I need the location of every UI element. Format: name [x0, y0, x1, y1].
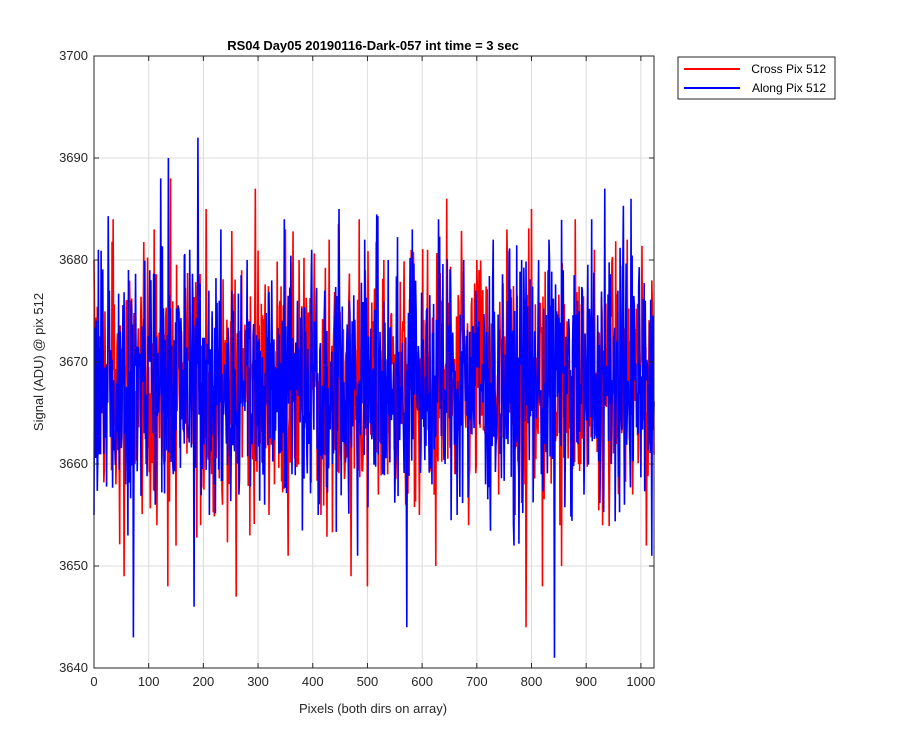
legend-box	[677, 56, 836, 100]
chart-title: RS04 Day05 20190116-Dark-057 int time = …	[227, 38, 519, 53]
legend-label-along: Along Pix 512	[752, 81, 826, 95]
x-tick-label: 900	[575, 674, 597, 689]
y-tick-label: 3680	[59, 252, 88, 267]
x-tick-label: 800	[521, 674, 543, 689]
y-tick-label: 3640	[59, 660, 88, 675]
x-tick-label: 500	[357, 674, 379, 689]
x-axis-label: Pixels (both dirs on array)	[299, 701, 447, 716]
x-tick-label: 0	[90, 674, 97, 689]
x-tick-label: 100	[138, 674, 160, 689]
y-tick-label: 3700	[59, 48, 88, 63]
x-tick-label: 400	[302, 674, 324, 689]
x-tick-label: 200	[193, 674, 215, 689]
series-group	[93, 137, 655, 658]
legend-label-cross: Cross Pix 512	[751, 62, 826, 76]
legend: Cross Pix 512 Along Pix 512	[677, 56, 836, 100]
x-tick-label: 600	[411, 674, 433, 689]
series-line-along-pix	[93, 137, 655, 658]
y-axis-label: Signal (ADU) @ pix 512	[31, 293, 46, 431]
x-tick-label: 700	[466, 674, 488, 689]
x-tick-label: 300	[247, 674, 269, 689]
y-tick-label: 3660	[59, 456, 88, 471]
y-tick-label: 3650	[59, 558, 88, 573]
y-tick-label: 3670	[59, 354, 88, 369]
x-tick-label: 1000	[626, 674, 655, 689]
y-tick-label: 3690	[59, 150, 88, 165]
ticks: 0 100 200 300 400 500 600 700 800 900 1000 3640 3650…	[59, 48, 655, 689]
